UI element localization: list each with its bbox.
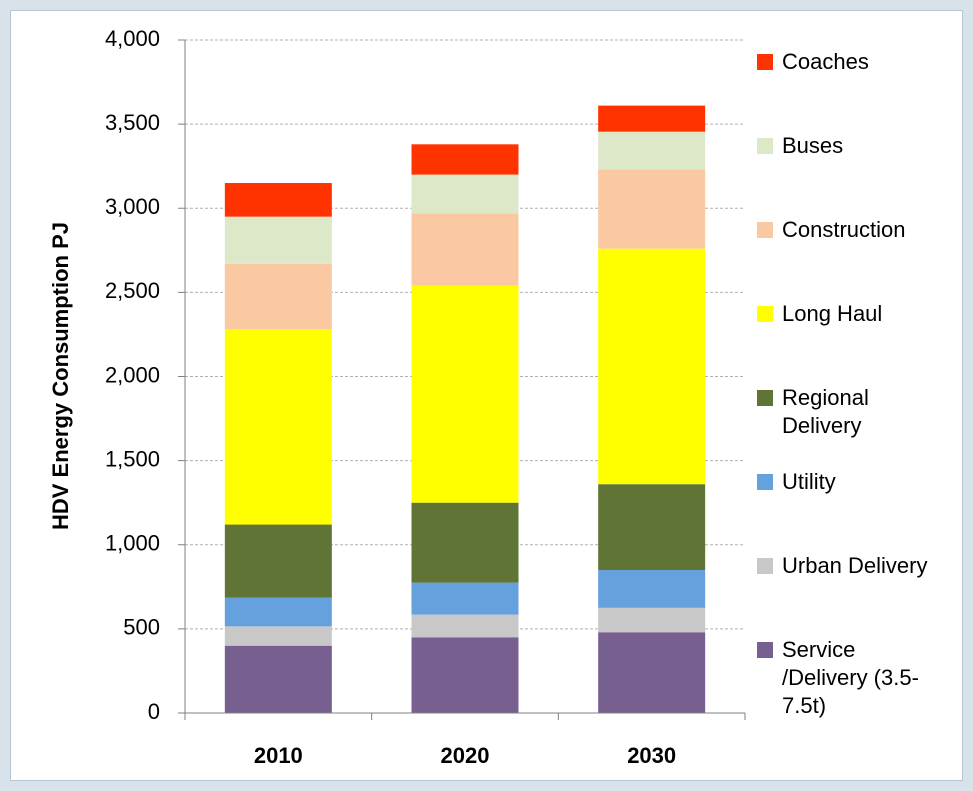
bar-segment bbox=[598, 105, 706, 132]
bar-segment bbox=[224, 263, 332, 330]
y-tick-label: 2,500 bbox=[105, 278, 160, 303]
y-tick-label: 4,000 bbox=[105, 26, 160, 51]
bar-segment bbox=[598, 484, 706, 570]
x-tick-label: 2020 bbox=[441, 743, 490, 768]
legend-label: Long Haul bbox=[782, 301, 883, 326]
bar-segment bbox=[598, 569, 706, 608]
bar-segment bbox=[411, 614, 519, 638]
x-tick-label: 2010 bbox=[254, 743, 303, 768]
legend-label: Utility bbox=[782, 469, 836, 494]
legend-swatch bbox=[757, 222, 773, 238]
legend-label: Regional Delivery bbox=[782, 385, 869, 438]
bar-segment bbox=[598, 169, 706, 249]
legend-swatch bbox=[757, 474, 773, 490]
legend-swatch bbox=[757, 558, 773, 574]
bar-segment bbox=[224, 329, 332, 525]
legend-label: Coaches bbox=[782, 49, 869, 74]
bar-segment bbox=[224, 645, 332, 713]
y-axis-label: HDV Energy Consumption PJ bbox=[48, 222, 73, 530]
legend-label: Buses bbox=[782, 133, 844, 158]
bar-segment bbox=[598, 607, 706, 633]
legend-swatch bbox=[757, 54, 773, 70]
bar-segment bbox=[411, 637, 519, 713]
bar-segment bbox=[598, 632, 706, 713]
bar-segment bbox=[598, 131, 706, 170]
bar-segment bbox=[598, 248, 706, 485]
bar-segment bbox=[224, 183, 332, 217]
x-tick-label: 2030 bbox=[627, 743, 676, 768]
bar-segment bbox=[224, 597, 332, 627]
y-tick-label: 2,000 bbox=[105, 362, 160, 387]
y-tick-label: 1,000 bbox=[105, 531, 160, 556]
bar-segment bbox=[411, 144, 519, 175]
y-tick-label: 0 bbox=[148, 699, 160, 724]
bar-segment bbox=[411, 213, 519, 286]
legend-swatch bbox=[757, 306, 773, 322]
bar-segment bbox=[224, 626, 332, 646]
bar-segment bbox=[411, 582, 519, 615]
legend-swatch bbox=[757, 138, 773, 154]
y-tick-label: 1,500 bbox=[105, 446, 160, 471]
legend-label: Urban Delivery bbox=[782, 553, 928, 578]
bar-segment bbox=[411, 174, 519, 214]
y-tick-label: 3,000 bbox=[105, 194, 160, 219]
bar-segment bbox=[224, 524, 332, 598]
bar-segment bbox=[224, 216, 332, 264]
y-tick-label: 500 bbox=[123, 615, 160, 640]
legend-label: Service /Delivery (3.5-7.5t) bbox=[782, 637, 919, 718]
bar-segment bbox=[411, 285, 519, 503]
legend-swatch bbox=[757, 390, 773, 406]
bar-segment bbox=[411, 502, 519, 583]
legend-label: Construction bbox=[782, 217, 906, 242]
y-tick-label: 3,500 bbox=[105, 110, 160, 135]
legend-swatch bbox=[757, 642, 773, 658]
